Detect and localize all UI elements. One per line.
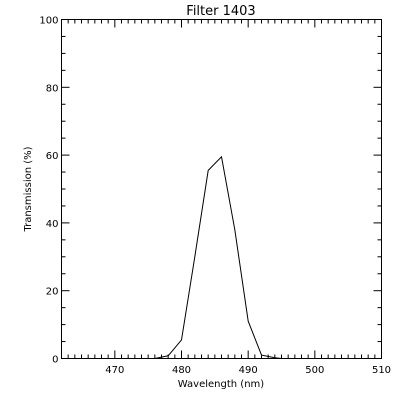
tick-labels: 470 480 490 500 510 0 20 40 60 80 100 xyxy=(39,16,391,377)
y-tick-label: 40 xyxy=(46,219,59,230)
plot-frame xyxy=(61,19,382,359)
x-tick-label: 500 xyxy=(305,365,324,376)
x-tick-label: 470 xyxy=(105,365,124,376)
series-group xyxy=(148,155,282,359)
transmission-line xyxy=(148,155,282,359)
y-tick-label: 20 xyxy=(46,287,59,298)
y-tick-label: 60 xyxy=(46,151,59,162)
x-tick-label: 510 xyxy=(372,365,391,376)
x-axis-label: Wavelength (nm) xyxy=(178,379,264,390)
x-tick-label: 490 xyxy=(239,365,258,376)
y-tick-label: 80 xyxy=(46,83,59,94)
y-axis-label: Transmission (%) xyxy=(23,146,34,232)
axis-ticks xyxy=(61,19,382,359)
chart-title: Filter 1403 xyxy=(186,4,255,19)
y-tick-label: 0 xyxy=(52,355,58,366)
y-tick-label: 100 xyxy=(39,16,58,27)
x-tick-label: 480 xyxy=(172,365,191,376)
